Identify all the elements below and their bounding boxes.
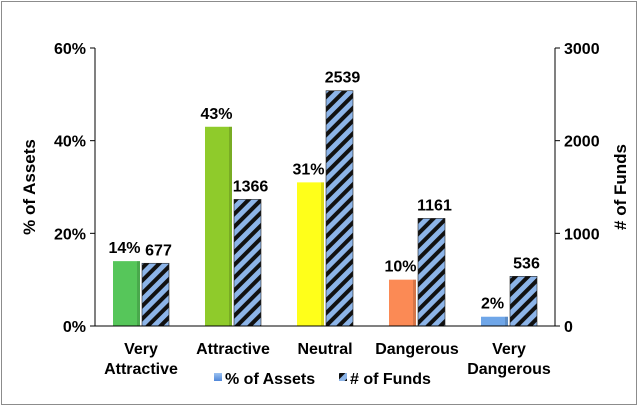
category-label: Attractive — [104, 361, 178, 378]
data-label-funds: 536 — [513, 255, 540, 272]
data-label-assets: 10% — [384, 259, 416, 276]
bar-assets-shade — [229, 126, 232, 327]
right-tick-label: 1000 — [564, 226, 600, 243]
data-label-assets: 14% — [108, 240, 140, 257]
left-tick-label: 0% — [63, 319, 86, 336]
data-label-assets: 2% — [481, 296, 504, 313]
left-axis-ticks: 0% 20% 40% 60% — [54, 41, 95, 336]
data-label-assets: 43% — [200, 106, 232, 123]
right-tick-label: 2000 — [564, 134, 600, 151]
right-tick-label: 0 — [564, 319, 573, 336]
left-tick-label: 20% — [54, 226, 86, 243]
bar-assets — [297, 182, 324, 326]
bar-assets — [481, 316, 508, 326]
legend-label-assets: % of Assets — [225, 371, 315, 388]
category-label: Attractive — [196, 341, 270, 358]
bar-assets — [205, 126, 232, 327]
bar-assets — [389, 279, 416, 326]
legend-label-funds: # of Funds — [350, 371, 431, 388]
right-axis-ticks: 0 1000 2000 3000 — [555, 41, 600, 336]
left-tick-label: 40% — [54, 134, 86, 151]
left-axis-title: % of Assets — [20, 139, 39, 235]
bar-funds — [141, 262, 170, 327]
data-label-funds: 677 — [145, 242, 172, 259]
legend: % of Assets # of Funds — [214, 371, 431, 388]
category-label: Dangerous — [467, 361, 551, 378]
legend-swatch-assets — [214, 373, 222, 381]
category-label: Very — [492, 341, 526, 358]
bar-assets-shade — [137, 261, 140, 326]
bar-funds — [509, 276, 538, 327]
data-label-funds: 2539 — [325, 70, 361, 87]
bar-funds — [233, 199, 262, 327]
data-labels: 14% 677 43% 1366 31% 2539 10% 1161 2% 536 — [108, 70, 539, 313]
data-label-assets: 31% — [292, 161, 324, 178]
data-label-funds: 1366 — [233, 178, 269, 195]
right-tick-label: 3000 — [564, 41, 600, 58]
left-tick-label: 60% — [54, 41, 86, 58]
legend-swatch-funds — [339, 373, 347, 381]
bar-assets-shade — [321, 182, 324, 326]
data-label-funds: 1161 — [417, 197, 452, 214]
right-axis-title: # of Funds — [611, 144, 630, 230]
bar-funds — [417, 218, 446, 327]
bar-assets-shade — [413, 279, 416, 326]
category-label: Neutral — [297, 341, 352, 358]
bar-assets-shade — [505, 316, 508, 326]
category-label: Very — [124, 341, 158, 358]
category-labels: Very Attractive Attractive Neutral Dangerous… — [104, 341, 551, 378]
category-label: Dangerous — [375, 341, 459, 358]
bar-funds — [325, 90, 354, 327]
bars — [113, 90, 538, 327]
bar-assets — [113, 261, 140, 326]
